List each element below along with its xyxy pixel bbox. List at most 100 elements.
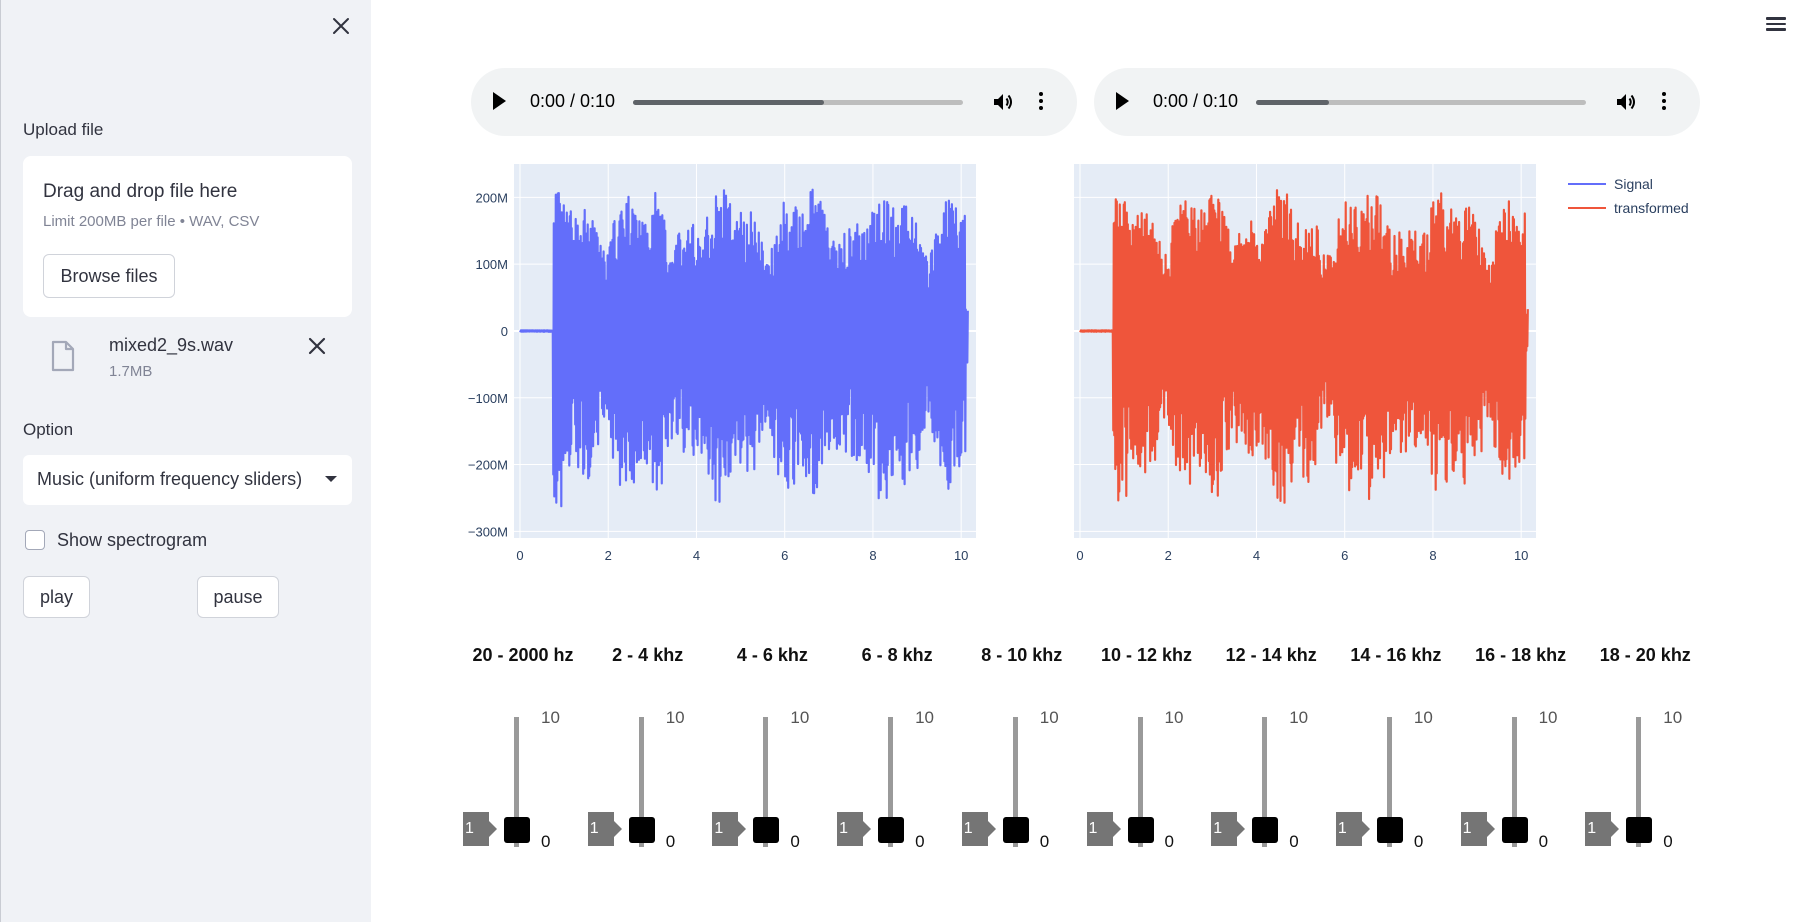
option-select[interactable]: Music (uniform frequency sliders) [23, 455, 352, 505]
slider-max: 10 [541, 708, 560, 727]
x-tick-label: 4 [1253, 548, 1260, 563]
file-dropzone[interactable]: Drag and drop file here Limit 200MB per … [23, 156, 352, 317]
more-options-icon[interactable] [1658, 90, 1670, 114]
spectrogram-label: Show spectrogram [57, 529, 208, 550]
slider-track[interactable] [638, 717, 644, 847]
audio-player-transformed: 0:00 / 0:10 [1094, 68, 1700, 136]
browse-files-button[interactable]: Browse files [43, 254, 175, 298]
audio-progress[interactable] [1256, 100, 1586, 105]
legend-swatch-transformed [1568, 206, 1606, 210]
slider-min: 0 [1289, 832, 1299, 851]
signal-chart[interactable]: 0 2 4 6 8 10 200M 100M 0 −100M −200M −300M [460, 160, 1000, 575]
legend-swatch-signal [1568, 182, 1606, 186]
slider-min: 0 [665, 832, 676, 851]
slider-thumb[interactable] [1252, 817, 1279, 843]
slider-label: 16 - 18 khz [1475, 645, 1567, 665]
slider-max: 10 [665, 708, 685, 727]
remove-file-icon[interactable] [307, 336, 329, 358]
slider-thumb[interactable] [1626, 817, 1653, 843]
play-icon[interactable] [493, 92, 506, 110]
pause-button[interactable]: pause [197, 576, 279, 618]
slider-thumb[interactable] [1002, 817, 1029, 843]
x-tick-label: 8 [869, 548, 876, 563]
audio-progress-fill [633, 100, 825, 105]
more-options-icon[interactable] [1035, 90, 1047, 114]
legend-item-signal[interactable]: Signal [1568, 172, 1689, 196]
transformed-chart-svg: 0 2 4 6 8 10 [1074, 164, 1536, 563]
spectrogram-checkbox[interactable] [25, 530, 45, 550]
y-tick-label: 100M [475, 257, 508, 272]
slider-track[interactable] [1137, 717, 1143, 847]
slider-thumb[interactable] [628, 817, 655, 843]
x-tick-label: 0 [516, 548, 523, 563]
file-name: mixed2_9s.wav [109, 335, 234, 355]
slider-min: 0 [1164, 832, 1174, 851]
x-tick-label: 2 [605, 548, 612, 563]
spectrogram-checkbox-row[interactable]: Show spectrogram [25, 528, 207, 552]
slider-label: 8 - 10 khz [981, 645, 1063, 665]
slider-min: 0 [915, 832, 925, 851]
close-sidebar-icon[interactable] [329, 14, 353, 38]
chart-legend[interactable]: Signal transformed [1568, 172, 1689, 220]
slider-track[interactable] [514, 717, 519, 847]
slider-track[interactable] [763, 717, 769, 847]
legend-label: transformed [1614, 200, 1689, 216]
slider-band-8: 16 - 18 khz 10 1 0 [1460, 640, 1581, 860]
slider-track[interactable] [1386, 717, 1392, 847]
slider-value-tooltip: 1 [463, 812, 497, 846]
chevron-down-icon [325, 476, 337, 482]
slider-label: 10 - 12 khz [1100, 645, 1193, 665]
slider-thumb[interactable] [1501, 817, 1528, 843]
play-icon[interactable] [1116, 92, 1129, 110]
slider-thumb[interactable] [504, 817, 530, 843]
x-tick-label: 10 [1514, 548, 1528, 563]
slider-track[interactable] [1636, 717, 1642, 847]
slider-track[interactable] [888, 717, 894, 847]
dropzone-limit: Limit 200MB per file • WAV, CSV [43, 213, 260, 230]
slider-min: 0 [1663, 832, 1673, 851]
slider-value-tooltip: 1 [587, 812, 622, 846]
transformed-chart[interactable]: 0 2 4 6 8 10 [1060, 160, 1560, 575]
play-button[interactable]: play [23, 576, 90, 618]
slider-max: 10 [1164, 708, 1184, 727]
audio-progress[interactable] [633, 100, 963, 105]
slider-value-tooltip: 1 [1211, 812, 1246, 846]
file-icon [51, 340, 75, 372]
slider-track[interactable] [1262, 717, 1268, 847]
slider-max: 10 [915, 708, 935, 727]
slider-thumb[interactable] [878, 817, 905, 843]
legend-item-transformed[interactable]: transformed [1568, 196, 1689, 220]
volume-icon[interactable] [991, 90, 1015, 114]
slider-band-1: 2 - 4 khz 10 1 0 [587, 640, 708, 860]
legend-label: Signal [1614, 176, 1653, 192]
slider-thumb[interactable] [753, 817, 780, 843]
slider-label: 4 - 6 khz [736, 645, 808, 665]
y-tick-label: 200M [475, 190, 508, 205]
x-tick-label: 8 [1429, 548, 1436, 563]
slider-value-tooltip: 1 [1335, 812, 1370, 846]
sidebar: Upload file Drag and drop file here Limi… [0, 0, 371, 922]
slider-band-7: 14 - 16 khz 10 1 0 [1335, 640, 1456, 860]
slider-track[interactable] [1511, 717, 1517, 847]
slider-thumb[interactable] [1127, 817, 1154, 843]
slider-label: 20 - 2000 hz [472, 645, 574, 665]
slider-min: 0 [541, 832, 551, 851]
slider-max: 10 [1289, 708, 1309, 727]
slider-label: 14 - 16 khz [1350, 645, 1442, 665]
slider-value-tooltip: 1 [1460, 812, 1495, 846]
slider-band-3: 6 - 8 khz 10 1 0 [837, 640, 957, 860]
dropzone-title: Drag and drop file here [43, 181, 238, 202]
x-tick-label: 6 [1341, 548, 1348, 563]
slider-min: 0 [1413, 832, 1424, 851]
volume-icon[interactable] [1614, 90, 1638, 114]
file-size: 1.7MB [109, 363, 153, 380]
slider-track[interactable] [1012, 717, 1018, 847]
y-tick-label: 0 [501, 324, 508, 339]
main-menu-icon[interactable] [1764, 14, 1788, 36]
slider-band-4: 8 - 10 khz 10 1 0 [961, 640, 1082, 860]
x-tick-label: 4 [693, 548, 700, 563]
y-tick-label: −200M [468, 458, 508, 473]
slider-max: 10 [1413, 708, 1433, 727]
slider-thumb[interactable] [1376, 817, 1403, 843]
